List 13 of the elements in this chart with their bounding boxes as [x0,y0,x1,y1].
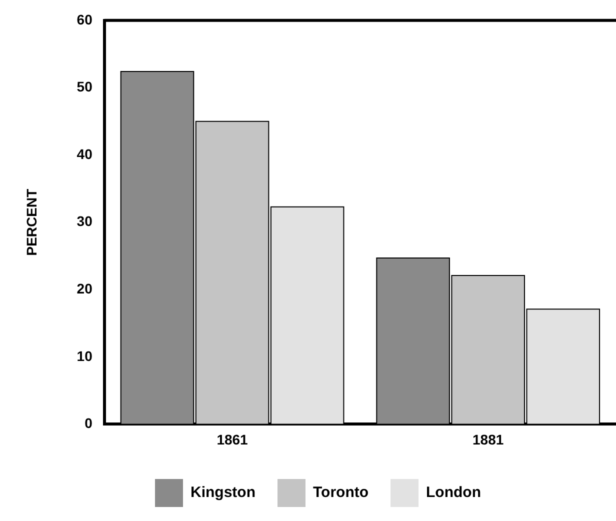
y-tick-label: 0 [84,415,93,432]
y-tick-label: 50 [76,78,93,95]
y-tick-label: 30 [76,213,93,230]
legend-label: Kingston [190,484,256,502]
x-tick-label: 1861 [216,431,248,448]
y-axis-title: PERCENT [23,188,40,256]
x-tick-label: 1881 [472,431,504,448]
y-tick-label: 60 [76,11,93,28]
y-tick-label: 40 [76,146,93,162]
y-tick-label: 20 [76,280,93,296]
legend-label: London [426,484,482,502]
y-tick-label: 10 [76,348,93,364]
legend-label: Toronto [312,484,369,502]
